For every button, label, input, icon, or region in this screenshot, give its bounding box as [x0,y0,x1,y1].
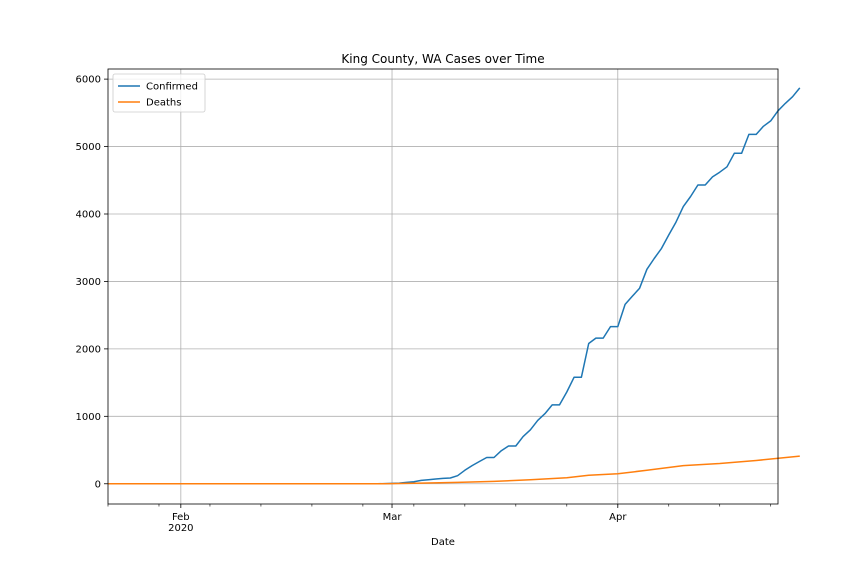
series-line-deaths [108,455,800,485]
y-axis-ticks: 0 1000 2000 3000 4000 5000 6000 [76,75,108,490]
x-tick-label: Feb [172,512,190,523]
y-tick-label: 3000 [76,277,101,288]
grid-lines [108,69,778,504]
x-tick-sublabel: 2020 [168,523,193,534]
y-tick-label: 0 [95,479,101,490]
legend: Confirmed Deaths [112,73,206,113]
y-tick-label: 1000 [76,412,101,423]
chart-title: King County, WA Cases over Time [341,52,544,66]
y-tick-label: 2000 [76,344,101,355]
series-line-confirmed [108,87,801,485]
legend-label-deaths: Deaths [146,98,181,109]
x-tick-label: Mar [383,512,403,523]
x-axis-label: Date [431,537,455,548]
x-tick-label: Apr [609,512,627,523]
y-tick-label: 4000 [76,210,101,221]
y-tick-label: 6000 [76,75,101,86]
plot-frame [107,68,779,505]
series-lines [108,87,801,485]
legend-label-confirmed: Confirmed [146,82,198,93]
y-tick-label: 5000 [76,142,101,153]
